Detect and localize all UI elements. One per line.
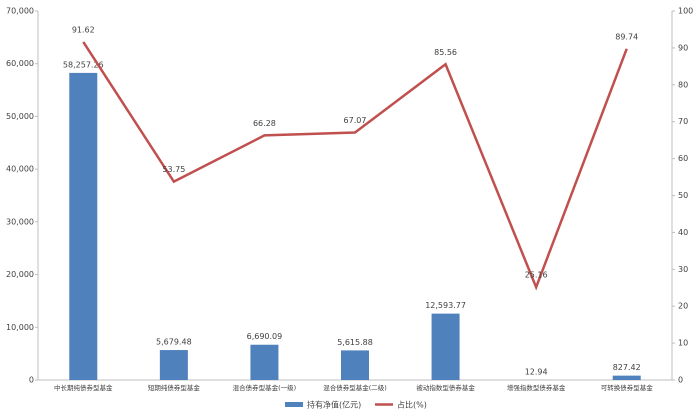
bar xyxy=(159,350,188,380)
y2-tick-label: 90 xyxy=(678,43,688,52)
line-value-label: 67.07 xyxy=(344,116,367,125)
y-tick-label: 10,000 xyxy=(6,323,34,332)
x-tick-label: 增强指数型债券基金 xyxy=(507,383,566,392)
x-tick-label: 混合债券型基金(二级) xyxy=(323,383,387,392)
line-value-label: 89.74 xyxy=(615,32,638,41)
x-tick-label: 中长期纯债券型基金 xyxy=(54,383,113,392)
y-tick-label: 20,000 xyxy=(6,270,34,279)
y2-tick-label: 20 xyxy=(678,302,688,311)
bar-value-label: 6,690.09 xyxy=(247,332,283,341)
y2-tick-label: 70 xyxy=(678,117,688,126)
y2-tick-label: 100 xyxy=(678,7,693,16)
bar xyxy=(69,72,98,381)
y-tick-label: 70,000 xyxy=(6,7,34,16)
y2-tick-label: 60 xyxy=(678,154,688,163)
y-tick-label: 50,000 xyxy=(6,112,34,121)
bar xyxy=(341,350,369,380)
bar-value-label: 827.42 xyxy=(613,363,641,372)
x-tick-label: 可转换债券型基金 xyxy=(601,383,654,392)
bar xyxy=(431,313,460,380)
y-tick-label: 0 xyxy=(29,376,34,385)
x-tick-label: 混合债券型基金(一级) xyxy=(233,383,297,392)
line xyxy=(82,41,628,291)
bar-value-label: 58,257.26 xyxy=(63,60,104,69)
legend-swatch xyxy=(285,402,303,407)
legend-label: 占比(%) xyxy=(397,400,427,410)
line-value-label: 53.75 xyxy=(162,165,185,174)
y2-tick-label: 80 xyxy=(678,80,688,89)
y-tick-label: 60,000 xyxy=(6,59,34,68)
y2-tick-label: 0 xyxy=(678,376,683,385)
bar-value-label: 5,615.88 xyxy=(337,338,373,347)
bar-value-label: 5,679.48 xyxy=(156,338,192,347)
bar-value-label: 12,593.77 xyxy=(425,301,466,310)
y2-tick-label: 50 xyxy=(678,191,688,200)
bar xyxy=(250,344,279,380)
y2-tick-label: 40 xyxy=(678,228,688,237)
line-value-label: 85.56 xyxy=(434,48,457,57)
bar-value-label: 12.94 xyxy=(525,367,548,376)
x-tick-label: 被动指数型债券基金 xyxy=(416,383,475,392)
y-tick-label: 40,000 xyxy=(6,165,34,174)
line-value-label: 91.62 xyxy=(72,25,95,34)
bar xyxy=(612,375,641,380)
y-tick-label: 30,000 xyxy=(6,217,34,226)
legend-label: 持有净值(亿元) xyxy=(307,400,361,410)
x-tick-label: 短期纯债券型基金 xyxy=(148,383,201,392)
line-value-label: 25.16 xyxy=(525,271,548,280)
line-value-label: 66.28 xyxy=(253,119,276,128)
y2-tick-label: 10 xyxy=(678,339,688,348)
y2-tick-label: 30 xyxy=(678,265,688,274)
